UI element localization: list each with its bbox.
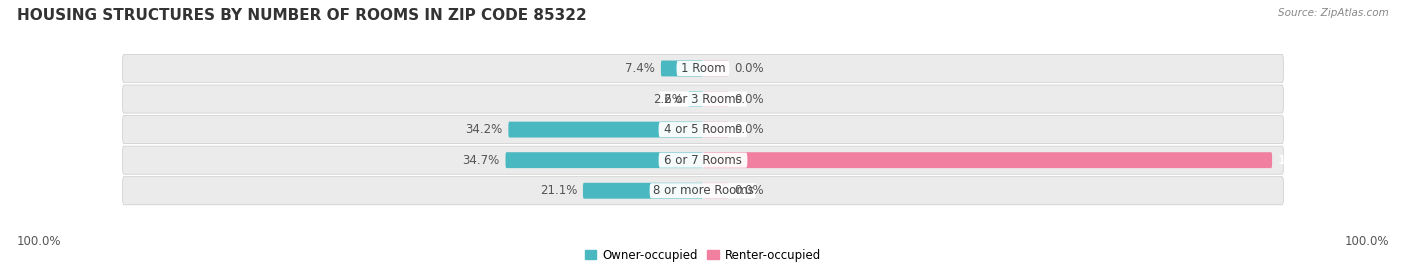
FancyBboxPatch shape — [122, 146, 1284, 174]
FancyBboxPatch shape — [661, 60, 703, 76]
FancyBboxPatch shape — [703, 152, 1272, 168]
Text: 100.0%: 100.0% — [17, 235, 62, 248]
Text: 2.6%: 2.6% — [652, 93, 682, 106]
Text: Source: ZipAtlas.com: Source: ZipAtlas.com — [1278, 8, 1389, 18]
Text: 1 Room: 1 Room — [681, 62, 725, 75]
FancyBboxPatch shape — [509, 122, 703, 137]
Text: 34.7%: 34.7% — [463, 154, 501, 167]
Text: 34.2%: 34.2% — [465, 123, 503, 136]
Text: 100.0%: 100.0% — [1344, 235, 1389, 248]
Text: 4 or 5 Rooms: 4 or 5 Rooms — [664, 123, 742, 136]
Text: HOUSING STRUCTURES BY NUMBER OF ROOMS IN ZIP CODE 85322: HOUSING STRUCTURES BY NUMBER OF ROOMS IN… — [17, 8, 586, 23]
Text: 0.0%: 0.0% — [734, 184, 763, 197]
FancyBboxPatch shape — [122, 116, 1284, 144]
FancyBboxPatch shape — [676, 61, 730, 76]
FancyBboxPatch shape — [122, 177, 1284, 205]
Text: 7.4%: 7.4% — [626, 62, 655, 75]
FancyBboxPatch shape — [703, 183, 728, 199]
FancyBboxPatch shape — [688, 91, 703, 107]
Legend: Owner-occupied, Renter-occupied: Owner-occupied, Renter-occupied — [579, 244, 827, 266]
FancyBboxPatch shape — [506, 152, 703, 168]
Text: 0.0%: 0.0% — [734, 93, 763, 106]
FancyBboxPatch shape — [703, 60, 728, 76]
FancyBboxPatch shape — [658, 92, 748, 107]
Text: 8 or more Rooms: 8 or more Rooms — [652, 184, 754, 197]
Text: 2 or 3 Rooms: 2 or 3 Rooms — [664, 93, 742, 106]
FancyBboxPatch shape — [703, 122, 728, 137]
FancyBboxPatch shape — [703, 91, 728, 107]
FancyBboxPatch shape — [650, 183, 756, 198]
FancyBboxPatch shape — [583, 183, 703, 199]
FancyBboxPatch shape — [122, 85, 1284, 113]
Text: 6 or 7 Rooms: 6 or 7 Rooms — [664, 154, 742, 167]
Text: 100.0%: 100.0% — [1278, 154, 1327, 167]
Text: 0.0%: 0.0% — [734, 123, 763, 136]
FancyBboxPatch shape — [122, 55, 1284, 83]
FancyBboxPatch shape — [658, 122, 748, 137]
FancyBboxPatch shape — [658, 153, 748, 168]
Text: 21.1%: 21.1% — [540, 184, 578, 197]
Text: 0.0%: 0.0% — [734, 62, 763, 75]
